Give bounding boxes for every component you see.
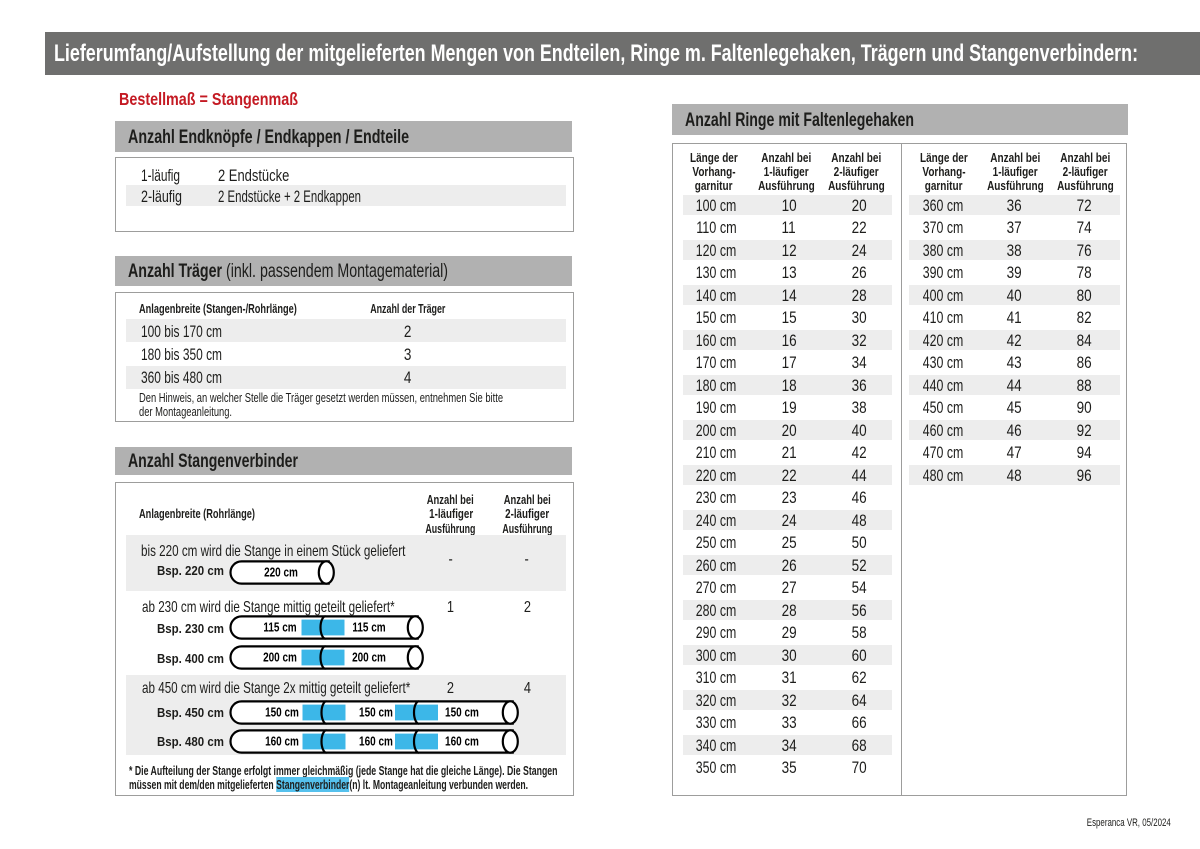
svg-text:160 cm: 160 cm bbox=[359, 736, 393, 749]
svg-text:160 cm: 160 cm bbox=[445, 736, 479, 749]
svg-text:150 cm: 150 cm bbox=[445, 707, 479, 720]
svg-text:150 cm: 150 cm bbox=[265, 707, 299, 720]
svg-text:200 cm: 200 cm bbox=[352, 652, 386, 665]
svg-text:200 cm: 200 cm bbox=[263, 652, 297, 665]
svg-text:115 cm: 115 cm bbox=[263, 622, 296, 635]
svg-text:115 cm: 115 cm bbox=[352, 622, 385, 635]
svg-text:150 cm: 150 cm bbox=[359, 707, 393, 720]
svg-text:160 cm: 160 cm bbox=[265, 736, 299, 749]
svg-text:220 cm: 220 cm bbox=[264, 567, 298, 580]
